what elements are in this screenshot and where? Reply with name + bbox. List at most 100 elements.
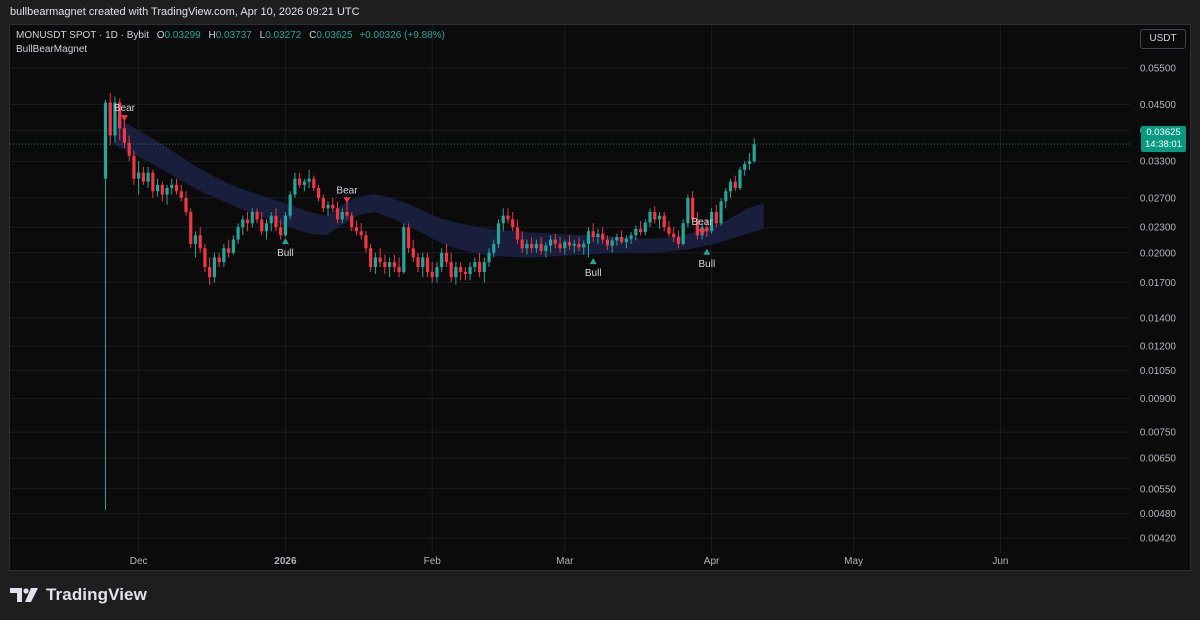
y-tick-label: 0.00480 <box>1140 509 1177 520</box>
candle-body <box>203 248 207 268</box>
candle-body <box>421 257 425 268</box>
candle-body <box>686 197 690 224</box>
candle-body <box>298 178 302 185</box>
candle-body <box>444 252 449 263</box>
candle-body <box>354 227 359 232</box>
brand-name: TradingView <box>46 585 147 604</box>
candle-body <box>137 172 141 179</box>
y-tick-label: 0.03300 <box>1140 157 1177 168</box>
bear-signal-label: Bear <box>336 185 358 196</box>
bull-signal-label: Bull <box>277 248 294 259</box>
candle-body <box>345 211 349 216</box>
candle-body <box>335 208 340 220</box>
candle-body <box>118 102 122 129</box>
candle-body <box>198 235 202 249</box>
price-chart[interactable]: Bear Bull Bear Bull Bear Bull 0.05500 0.04500 0.… <box>10 25 1190 570</box>
candle-body <box>316 188 321 198</box>
currency-button[interactable]: USDT <box>1140 29 1186 49</box>
tradingview-logo[interactable]: TradingView <box>10 584 147 606</box>
close-value: 0.03625 <box>316 30 353 41</box>
candle-body <box>544 245 548 251</box>
y-tick-label: 0.02300 <box>1140 223 1177 234</box>
last-price-badge: 0.03625 14:38:01 <box>1141 126 1186 152</box>
candle-body <box>440 252 444 268</box>
open-key: O <box>156 30 165 41</box>
candle-body <box>193 235 198 244</box>
symbol-label[interactable]: MONUSDT SPOT · 1D · Bybit <box>16 30 149 41</box>
indicator-name[interactable]: BullBearMagnet <box>16 44 88 55</box>
high-value: 0.03737 <box>215 30 252 41</box>
candle-body <box>530 243 534 249</box>
candle-body <box>127 142 131 156</box>
candle-body <box>534 243 538 249</box>
candle-body <box>108 102 112 136</box>
candle-body <box>567 242 572 246</box>
candle-body <box>728 181 733 192</box>
bear-signal-label: Bear <box>692 217 714 228</box>
y-tick-label: 0.00750 <box>1140 428 1177 439</box>
candle-body <box>525 243 529 249</box>
bull-signal-label: Bull <box>699 259 716 270</box>
candle-body <box>151 172 155 192</box>
candle-body <box>572 243 576 246</box>
candle-body <box>719 201 723 224</box>
candle-body <box>388 262 392 268</box>
y-tick-label: 0.01200 <box>1140 342 1177 353</box>
candle-body <box>605 239 610 246</box>
candle-body <box>122 128 127 143</box>
candle-body <box>733 181 737 189</box>
candle-body <box>610 240 614 246</box>
candle-body <box>250 211 254 224</box>
y-tick-label: 0.00550 <box>1140 484 1177 495</box>
candle-body <box>208 267 212 278</box>
candle-body <box>506 215 510 220</box>
candle-body <box>743 164 747 170</box>
candle-body <box>231 239 235 253</box>
candle-body <box>174 184 179 192</box>
candle-body <box>648 211 652 223</box>
candle-body <box>667 227 671 234</box>
y-tick-label: 0.01700 <box>1140 278 1177 289</box>
candle-body <box>430 272 434 278</box>
chart-frame[interactable]: Bear Bull Bear Bull Bear Bull 0.05500 0.04500 0.… <box>9 24 1191 571</box>
candle-body <box>307 178 311 182</box>
candle-body <box>179 191 183 198</box>
candle-body <box>582 243 586 248</box>
candle-body <box>222 248 226 263</box>
candle-body <box>752 144 756 162</box>
candle-body <box>288 194 292 216</box>
candle-body <box>724 191 728 202</box>
candle-body <box>672 233 676 238</box>
bear-signal-marker <box>120 115 128 122</box>
candle-body <box>269 215 273 224</box>
candle-body <box>359 231 363 236</box>
high-key: H <box>208 30 216 41</box>
candle-body <box>709 211 714 232</box>
candle-body <box>615 237 619 241</box>
candle-body <box>591 231 595 238</box>
candle-body <box>643 222 647 233</box>
candle-body <box>293 178 297 195</box>
candle-body <box>236 227 240 240</box>
candle-body <box>629 235 633 239</box>
x-tick-label: Feb <box>424 556 442 567</box>
candle-body <box>331 204 335 209</box>
open-value: 0.03299 <box>164 30 201 41</box>
candle-body <box>653 211 657 220</box>
candle-body <box>586 231 591 244</box>
chart-caption: bullbearmagnet created with TradingView.… <box>10 6 360 18</box>
candle-body <box>747 161 752 165</box>
candle-body <box>492 243 496 253</box>
candle-body <box>241 219 245 228</box>
candle-body <box>515 227 520 240</box>
candle-body <box>113 102 117 136</box>
candle-body <box>340 211 344 220</box>
y-tick-label: 0.02700 <box>1140 193 1177 204</box>
bull-signal-label: Bull <box>585 268 602 279</box>
candle-body <box>482 262 486 273</box>
candle-body <box>184 197 188 212</box>
low-value: 0.03272 <box>265 30 302 41</box>
last-price-value: 0.03625 <box>1146 127 1181 138</box>
y-tick-label: 0.05500 <box>1140 63 1177 74</box>
candle-body <box>364 235 368 249</box>
